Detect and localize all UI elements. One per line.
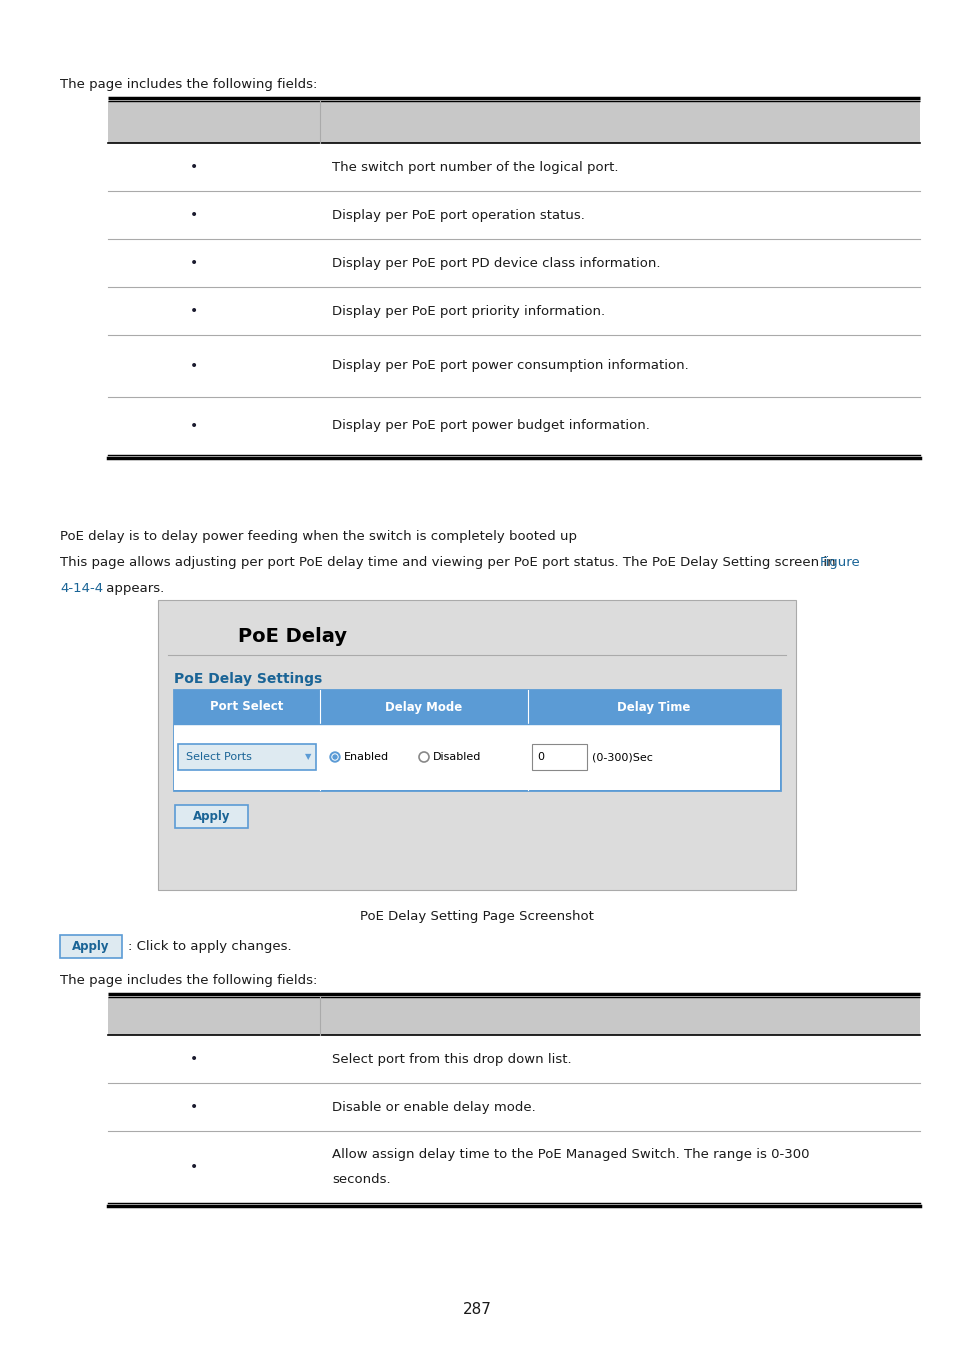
Text: Display per PoE port power budget information.: Display per PoE port power budget inform… bbox=[332, 420, 649, 432]
Text: •: • bbox=[190, 304, 198, 319]
Circle shape bbox=[332, 755, 337, 760]
Text: Display per PoE port priority information.: Display per PoE port priority informatio… bbox=[332, 305, 604, 317]
Circle shape bbox=[330, 752, 339, 761]
Text: •: • bbox=[190, 1160, 198, 1174]
Text: Apply: Apply bbox=[193, 810, 230, 824]
Text: Apply: Apply bbox=[72, 940, 110, 953]
Text: PoE Delay Settings: PoE Delay Settings bbox=[173, 672, 322, 686]
Text: •: • bbox=[190, 161, 198, 174]
Text: 0: 0 bbox=[537, 752, 543, 761]
Text: Disabled: Disabled bbox=[433, 752, 481, 761]
Text: The page includes the following fields:: The page includes the following fields: bbox=[60, 78, 317, 90]
Bar bbox=[108, 101, 919, 143]
Text: •: • bbox=[190, 208, 198, 221]
Text: Enabled: Enabled bbox=[344, 752, 389, 761]
Bar bbox=[60, 936, 122, 958]
Text: PoE Delay: PoE Delay bbox=[237, 626, 347, 647]
Bar bbox=[178, 744, 315, 769]
Text: (0-300)Sec: (0-300)Sec bbox=[592, 752, 652, 761]
Text: Display per PoE port power consumption information.: Display per PoE port power consumption i… bbox=[332, 359, 688, 373]
Bar bbox=[173, 690, 780, 724]
Bar bbox=[174, 805, 248, 828]
Text: seconds.: seconds. bbox=[332, 1173, 390, 1185]
Text: ▼: ▼ bbox=[304, 752, 311, 761]
Text: Figure: Figure bbox=[820, 556, 860, 568]
Text: The switch port number of the logical port.: The switch port number of the logical po… bbox=[332, 161, 618, 174]
Text: : Click to apply changes.: : Click to apply changes. bbox=[128, 940, 292, 953]
Text: 4-14-4: 4-14-4 bbox=[60, 582, 103, 595]
Bar bbox=[173, 690, 780, 790]
Text: •: • bbox=[190, 1052, 198, 1066]
Bar bbox=[108, 998, 919, 1035]
Text: The page includes the following fields:: The page includes the following fields: bbox=[60, 973, 317, 987]
Text: Disable or enable delay mode.: Disable or enable delay mode. bbox=[332, 1100, 536, 1114]
Text: Delay Mode: Delay Mode bbox=[385, 701, 462, 714]
Bar bbox=[173, 724, 780, 790]
Text: Port Select: Port Select bbox=[210, 701, 283, 714]
Text: appears.: appears. bbox=[102, 582, 164, 595]
Circle shape bbox=[333, 755, 336, 759]
Text: PoE Delay Setting Page Screenshot: PoE Delay Setting Page Screenshot bbox=[359, 910, 594, 923]
Text: •: • bbox=[190, 256, 198, 270]
Text: •: • bbox=[190, 1100, 198, 1114]
Text: 287: 287 bbox=[462, 1303, 491, 1318]
Text: Delay Time: Delay Time bbox=[617, 701, 690, 714]
Bar bbox=[532, 744, 586, 769]
Text: PoE delay is to delay power feeding when the switch is completely booted up: PoE delay is to delay power feeding when… bbox=[60, 531, 577, 543]
Text: Select port from this drop down list.: Select port from this drop down list. bbox=[332, 1053, 571, 1065]
Text: Display per PoE port PD device class information.: Display per PoE port PD device class inf… bbox=[332, 256, 659, 270]
Bar bbox=[158, 599, 795, 890]
Text: •: • bbox=[190, 418, 198, 433]
Text: •: • bbox=[190, 359, 198, 373]
Text: This page allows adjusting per port PoE delay time and viewing per PoE port stat: This page allows adjusting per port PoE … bbox=[60, 556, 839, 568]
Text: Allow assign delay time to the PoE Managed Switch. The range is 0-300: Allow assign delay time to the PoE Manag… bbox=[332, 1149, 809, 1161]
Text: Select Ports: Select Ports bbox=[186, 752, 252, 761]
Text: Display per PoE port operation status.: Display per PoE port operation status. bbox=[332, 208, 584, 221]
